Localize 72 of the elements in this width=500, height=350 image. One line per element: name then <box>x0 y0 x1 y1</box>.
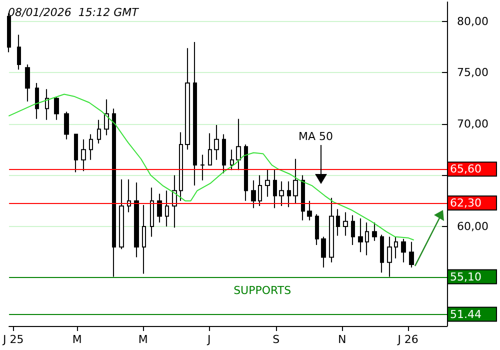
y-tick-label: 75,00 <box>457 66 488 80</box>
candlestick <box>193 41 197 186</box>
annotation: MA 50 <box>298 130 333 143</box>
candlestick <box>208 132 212 166</box>
ref-line-label: 55,10 <box>450 270 482 284</box>
candlestick <box>409 241 414 268</box>
x-tick-label: J <box>206 333 211 346</box>
x-tick-label: S <box>272 333 280 346</box>
candlestick <box>394 236 398 259</box>
candlestick <box>112 108 116 278</box>
candlestick <box>89 134 93 160</box>
candlestick <box>301 174 305 221</box>
candlestick <box>127 178 131 213</box>
candlestick <box>179 132 183 202</box>
candlestick <box>142 204 146 274</box>
ref-line-label: 62,30 <box>450 196 482 210</box>
candlestick <box>81 138 86 172</box>
candlestick <box>25 64 30 102</box>
candlestick <box>315 214 319 246</box>
candlestick <box>329 197 334 263</box>
y-tick-label: 60,00 <box>457 220 488 234</box>
candlestick <box>150 187 154 238</box>
candlestick <box>17 34 21 70</box>
candlestick <box>307 200 312 221</box>
candlestick <box>380 234 384 274</box>
x-tick-label: M <box>138 333 148 346</box>
candlestick <box>258 174 262 207</box>
candlestick <box>157 193 162 223</box>
candlestick <box>119 178 124 250</box>
candlestick <box>365 222 369 256</box>
ref-line-label: 51.44 <box>450 308 482 321</box>
candlestick <box>273 168 277 209</box>
candlestick <box>172 174 177 228</box>
candlestick <box>104 98 109 136</box>
candlestick <box>336 208 340 236</box>
candlestick <box>185 48 190 150</box>
candlestick <box>45 88 49 120</box>
y-tick-label: 80,00 <box>457 14 488 28</box>
candlestick <box>321 236 326 268</box>
candlestick <box>401 238 406 263</box>
candlestick <box>287 180 291 208</box>
candlestick <box>251 180 256 209</box>
candlestick <box>358 218 363 253</box>
candlestick <box>134 182 139 258</box>
candlestick <box>279 180 284 207</box>
candlestick <box>165 190 169 228</box>
candlestick <box>54 96 59 120</box>
candlestick <box>200 154 205 181</box>
chart-title: 08/01/2026 15:12 GMT <box>8 6 140 19</box>
y-tick-label: 70,00 <box>457 118 488 131</box>
candlestick <box>64 111 69 140</box>
candlestick <box>222 134 226 174</box>
candlestick <box>214 124 219 160</box>
ref-line-label: 65,60 <box>450 162 482 176</box>
candlestick <box>244 144 248 202</box>
candlestick <box>236 118 241 171</box>
x-tick-label: J 26 <box>396 333 418 346</box>
x-tick-label: M <box>72 333 82 346</box>
candlestick <box>35 82 39 120</box>
candlestick <box>74 134 78 173</box>
candlestick <box>372 222 377 242</box>
candlestick <box>387 236 392 278</box>
line-series <box>8 94 414 240</box>
candlestick <box>265 168 270 198</box>
x-tick-label: J 25 <box>2 333 24 346</box>
x-tick-label: N <box>338 333 346 346</box>
candlestick <box>230 149 234 171</box>
candlestick <box>97 119 101 144</box>
candlestick <box>343 212 348 236</box>
annotation: SUPPORTS <box>234 284 292 297</box>
candlestick <box>351 214 355 246</box>
candlestick <box>293 158 298 204</box>
